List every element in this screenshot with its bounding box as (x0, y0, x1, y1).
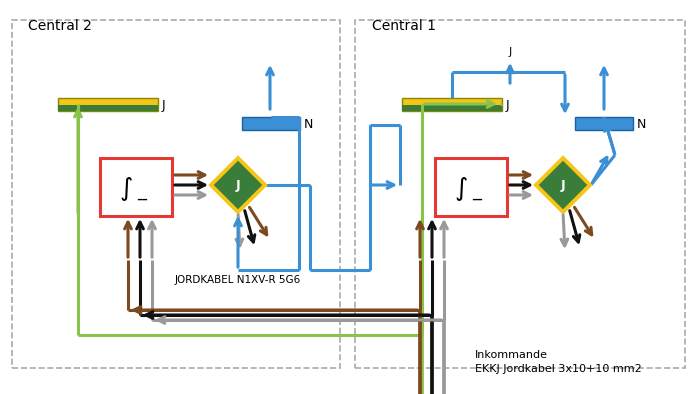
Text: J: J (561, 178, 566, 191)
Text: J: J (162, 98, 166, 112)
Text: $\int$ _: $\int$ _ (119, 175, 149, 203)
Polygon shape (211, 158, 265, 212)
Text: J: J (508, 47, 512, 57)
Text: EKKJ Jordkabel 3x10+10 mm2: EKKJ Jordkabel 3x10+10 mm2 (475, 364, 642, 374)
Text: Central 2: Central 2 (28, 19, 92, 33)
Bar (575, 117, 633, 130)
Bar (242, 117, 300, 130)
Text: N: N (304, 117, 314, 130)
Bar (12, 20, 340, 368)
Bar (402, 105, 502, 111)
Bar (402, 98, 502, 111)
Bar (58, 105, 158, 111)
Bar (435, 158, 507, 216)
Text: J: J (236, 178, 240, 191)
Text: J: J (506, 98, 510, 112)
Text: JORDKABEL N1XV-R 5G6: JORDKABEL N1XV-R 5G6 (175, 275, 301, 285)
Polygon shape (536, 158, 590, 212)
Text: N: N (637, 117, 646, 130)
Bar (355, 20, 685, 368)
Text: Central 1: Central 1 (372, 19, 436, 33)
Bar (100, 158, 172, 216)
Bar (58, 98, 158, 111)
Text: $\int$ _: $\int$ _ (454, 175, 484, 203)
Text: Inkommande: Inkommande (475, 350, 548, 360)
